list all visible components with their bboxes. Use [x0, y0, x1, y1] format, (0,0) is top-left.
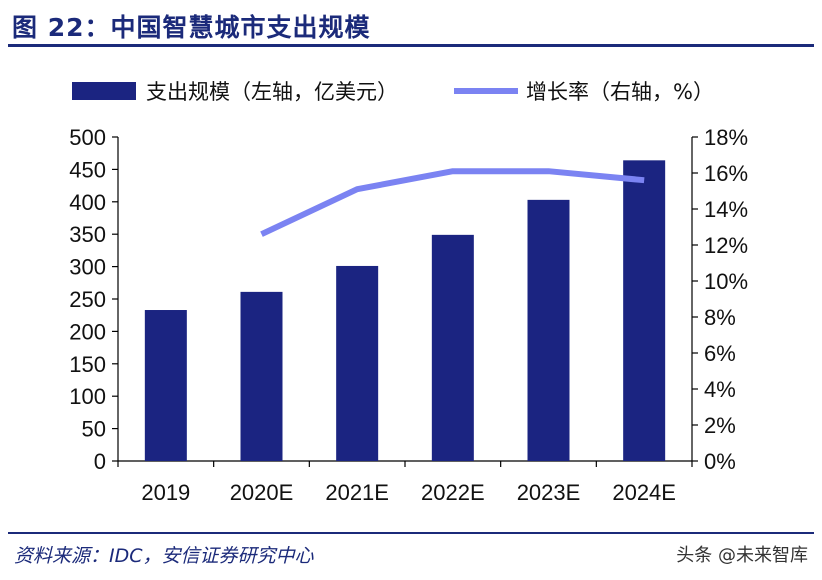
bar	[623, 160, 666, 461]
right-tick-label: 12%	[704, 233, 748, 258]
bar-series	[144, 160, 666, 461]
left-tick-label: 150	[69, 352, 106, 377]
chart: 支出规模（左轴，亿美元） 增长率（右轴，%） 0 50 100 150 200 250 300…	[69, 80, 748, 505]
source-divider	[8, 532, 814, 534]
legend-label-bar: 支出规模（左轴，亿美元）	[146, 80, 398, 104]
left-tick-label: 0	[94, 449, 106, 474]
left-tick-label: 100	[69, 384, 106, 409]
title-bar: 图 22：中国智慧城市支出规模	[8, 2, 814, 47]
left-tick-label: 300	[69, 255, 106, 280]
bar	[431, 234, 474, 461]
right-tick-label: 6%	[704, 341, 736, 366]
left-tick-label: 450	[69, 157, 106, 182]
growth-rate-line	[260, 168, 645, 237]
right-tick-label: 10%	[704, 269, 748, 294]
left-tick-label: 350	[69, 222, 106, 247]
x-tick-label: 2024E	[612, 480, 676, 505]
right-tick-label: 0%	[704, 449, 736, 474]
watermark: 头条 @未来智库	[676, 545, 808, 566]
bar	[144, 310, 187, 461]
left-tick-label: 250	[69, 287, 106, 312]
left-tick-label: 500	[69, 125, 106, 150]
axes: 0 50 100 150 200 250 300 350 400 450 500 0% 2% 4% 6% 8%…	[69, 125, 748, 505]
x-tick-label: 2020E	[230, 480, 294, 505]
right-tick-label: 4%	[704, 377, 736, 402]
legend: 支出规模（左轴，亿美元） 增长率（右轴，%）	[72, 80, 714, 104]
x-tick-label: 2019	[141, 480, 190, 505]
bar	[527, 199, 570, 461]
x-tick-label: 2023E	[517, 480, 581, 505]
legend-label-line: 增长率（右轴，%）	[526, 80, 714, 104]
right-tick-label: 18%	[704, 125, 748, 150]
right-tick-label: 2%	[704, 413, 736, 438]
right-tick-label: 14%	[704, 197, 748, 222]
right-tick-label: 16%	[704, 161, 748, 186]
left-tick-label: 400	[69, 190, 106, 215]
x-tick-label: 2021E	[325, 480, 389, 505]
bar	[240, 291, 283, 461]
left-tick-label: 200	[69, 319, 106, 344]
bar	[336, 265, 379, 461]
right-tick-label: 8%	[704, 305, 736, 330]
left-tick-label: 50	[82, 417, 106, 442]
legend-swatch-bar	[72, 82, 136, 100]
x-tick-label: 2022E	[421, 480, 485, 505]
source-text: 资料来源：IDC，安信证券研究中心	[14, 545, 314, 567]
figure-title: 图 22：中国智慧城市支出规模	[12, 13, 371, 42]
line-series	[260, 168, 645, 237]
